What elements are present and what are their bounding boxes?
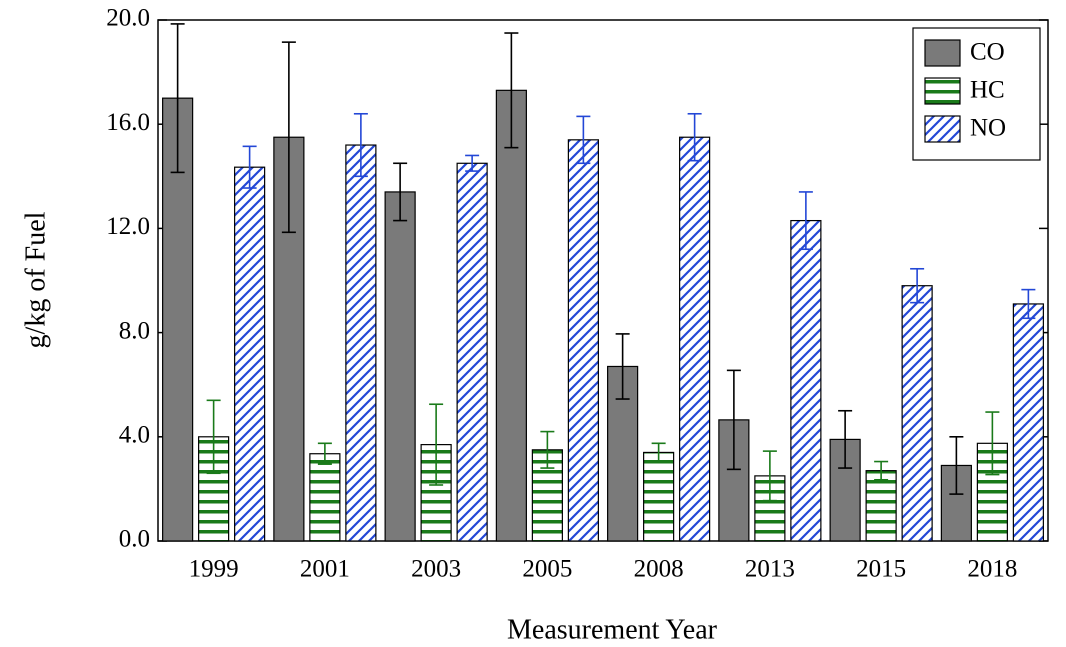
y-tick-label: 4.0	[119, 422, 150, 449]
bar	[495, 89, 527, 542]
error-bar	[429, 403, 444, 486]
error-bar	[281, 41, 296, 234]
y-axis-title: g/kg of Fuel	[20, 211, 51, 348]
error-bar	[838, 409, 853, 469]
y-tick-label: 16.0	[106, 109, 150, 136]
bar	[384, 191, 416, 542]
error-bar	[540, 430, 555, 469]
y-tick-label: 12.0	[106, 213, 150, 240]
error-bar	[465, 154, 480, 172]
bar	[567, 139, 599, 542]
error-bar	[242, 145, 257, 189]
error-bar	[393, 162, 408, 222]
error-bar	[206, 399, 221, 475]
error-bar	[353, 112, 368, 178]
error-bar	[317, 442, 332, 465]
y-tick-label: 20.0	[106, 5, 150, 32]
x-tick-label: 1999	[189, 556, 239, 583]
x-tick-label: 2008	[634, 556, 684, 583]
bar	[643, 451, 675, 542]
legend-swatch	[924, 77, 961, 105]
legend-swatch	[924, 39, 961, 67]
bar	[234, 166, 266, 542]
error-bar	[726, 369, 741, 471]
bar	[790, 219, 822, 542]
bar	[1012, 303, 1044, 542]
x-axis-title: Measurement Year	[507, 614, 718, 645]
error-bar	[798, 191, 813, 251]
x-tick-label: 2015	[856, 556, 906, 583]
bar	[718, 419, 750, 542]
error-bar	[949, 435, 964, 495]
error-bar	[576, 115, 591, 165]
error-bar	[687, 112, 702, 162]
x-tick-label: 2003	[411, 556, 461, 583]
y-tick-label: 8.0	[119, 317, 150, 344]
plot-frame	[157, 19, 1049, 542]
error-bar	[985, 411, 1000, 476]
bar	[456, 162, 488, 542]
y-tick-label: 0.0	[119, 526, 150, 553]
legend-label: HC	[970, 77, 1005, 104]
error-bar	[874, 460, 889, 481]
error-bar	[170, 23, 185, 174]
legend-label: NO	[970, 115, 1006, 142]
bar	[679, 136, 711, 542]
bar	[345, 144, 377, 542]
error-bar	[1021, 288, 1036, 320]
bar	[309, 453, 341, 542]
x-tick-label: 2005	[522, 556, 572, 583]
x-tick-label: 2001	[300, 556, 350, 583]
x-tick-label: 2013	[745, 556, 795, 583]
x-tick-label: 2018	[967, 556, 1017, 583]
bar	[901, 285, 933, 542]
legend-swatch	[924, 115, 961, 143]
legend-label: CO	[970, 39, 1005, 66]
bar	[865, 470, 897, 542]
error-bar	[910, 267, 925, 304]
error-bar	[651, 442, 666, 463]
error-bar	[762, 450, 777, 502]
error-bar	[504, 32, 519, 149]
error-bar	[615, 333, 630, 400]
